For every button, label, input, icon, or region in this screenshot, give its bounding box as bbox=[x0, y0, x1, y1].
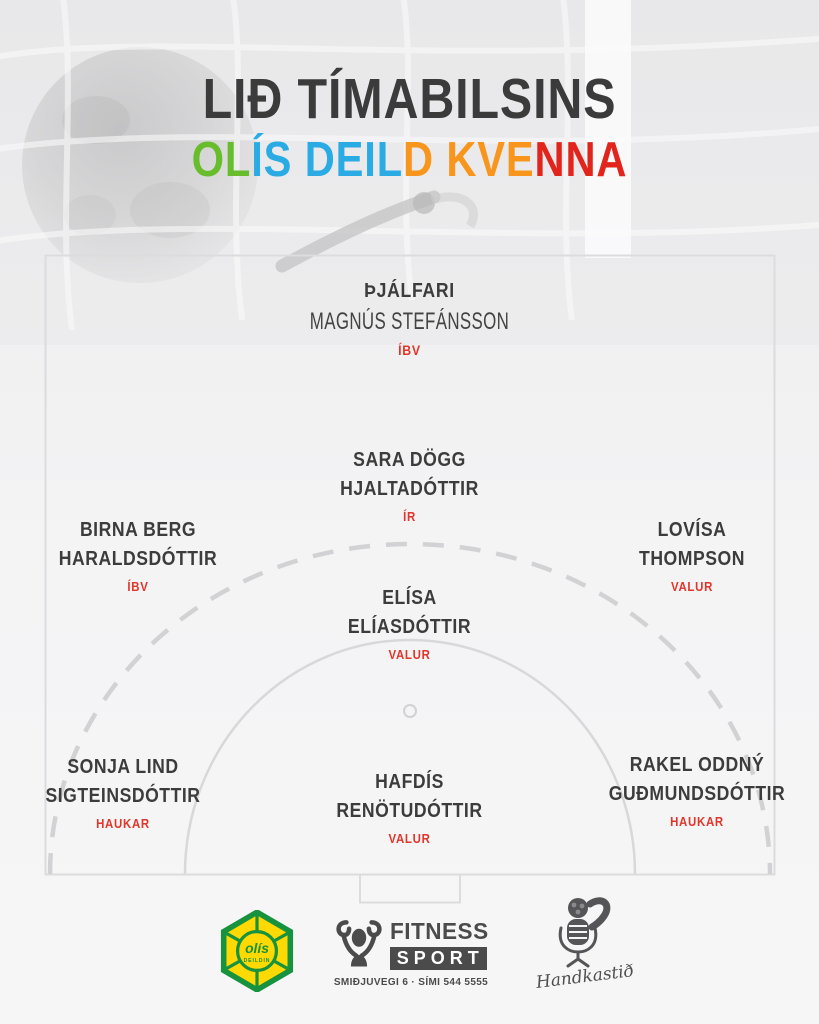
subtitle-letter: Í bbox=[251, 133, 264, 187]
coach-role-label: ÞJÁLFARI bbox=[364, 280, 455, 302]
subtitle-letter: E bbox=[335, 133, 365, 187]
player-right-back: LOVÍSA THOMPSON VALUR bbox=[554, 516, 819, 594]
player-name-line1: ELÍSA bbox=[382, 587, 437, 609]
page-title: LIÐ TÍMABILSINS bbox=[202, 67, 617, 131]
subtitle-letter bbox=[434, 133, 446, 187]
six-metre-line bbox=[183, 638, 637, 875]
subtitle-letter: N bbox=[565, 133, 597, 187]
coach-name: MAGNÚS STEFÁNSSON bbox=[309, 308, 510, 335]
subtitle: OLÍS DEILD KVENNA bbox=[61, 132, 757, 188]
subtitle-letter: N bbox=[534, 133, 566, 187]
player-name-line2: HARALDSDÓTTIR bbox=[58, 548, 218, 570]
subtitle-letter: E bbox=[505, 133, 535, 187]
subtitle-letter: V bbox=[477, 133, 506, 187]
court-lines bbox=[44, 254, 776, 904]
handball-photo bbox=[22, 47, 258, 283]
goal-net-lines bbox=[0, 0, 819, 331]
player-pivot: HAFDÍS RENÖTUDÓTTIR VALUR bbox=[0, 768, 819, 846]
player-name-line1: HAFDÍS bbox=[375, 771, 444, 793]
player-club: HAUKAR bbox=[670, 814, 724, 829]
subtitle-letter: L bbox=[224, 133, 252, 187]
fitness-address: SMIÐJUVEGI 6 · SÍMI 544 5555 bbox=[333, 976, 489, 988]
player-left-wing: SONJA LIND SIGTEINSDÓTTIR HAUKAR bbox=[0, 753, 246, 831]
penalty-mark bbox=[403, 704, 417, 718]
player-name-line2: THOMPSON bbox=[639, 548, 745, 570]
subtitle-letter: L bbox=[376, 133, 403, 187]
player-name-line1: RAKEL ODDNÝ bbox=[629, 754, 765, 776]
olis-hexagon-icon: olís DEILDIN bbox=[220, 908, 294, 994]
player-name-line1: SARA DÖGG bbox=[353, 449, 466, 471]
subtitle-letter: D bbox=[402, 133, 434, 187]
microphone-icon bbox=[558, 897, 611, 968]
player-club: ÍBV bbox=[127, 579, 149, 594]
player-name-line2: ELÍASDÓTTIR bbox=[347, 616, 472, 638]
goal-post-photo bbox=[585, 0, 631, 258]
player-name-line2: RENÖTUDÓTTIR bbox=[336, 800, 483, 822]
sport-wordmark: SPORT bbox=[389, 947, 487, 970]
subtitle-letter: K bbox=[446, 133, 478, 187]
subtitle-letter bbox=[292, 133, 304, 187]
player-name-line1: SONJA LIND bbox=[67, 756, 179, 778]
coach-block: ÞJÁLFARI MAGNÚS STEFÁNSSON ÍBV bbox=[0, 280, 819, 358]
player-club: VALUR bbox=[670, 579, 714, 594]
player-club: VALUR bbox=[388, 831, 431, 846]
player-right-wing: RAKEL ODDNÝ GUÐMUNDSDÓTTIR HAUKAR bbox=[558, 751, 819, 829]
subtitle-letter: I bbox=[364, 133, 377, 187]
subtitle-letter: S bbox=[263, 133, 293, 187]
fitness-sport-logo: FITNESS SPORT SMIÐJUVEGI 6 · SÍMI 544 55… bbox=[326, 917, 496, 988]
subtitle-letter: D bbox=[304, 133, 336, 187]
olis-deildin-logo: olís DEILDIN bbox=[220, 908, 294, 997]
player-club: ÍR bbox=[403, 509, 416, 524]
player-centre: ELÍSA ELÍASDÓTTIR VALUR bbox=[0, 584, 819, 662]
player-name-line1: LOVÍSA bbox=[657, 519, 727, 541]
coach-club: ÍBV bbox=[398, 342, 421, 358]
subtitle-letter: A bbox=[596, 133, 628, 187]
handkastid-logo: Handkastið bbox=[520, 896, 650, 993]
fitness-wordmark: FITNESS bbox=[389, 918, 489, 944]
olis-wordmark: olís bbox=[245, 940, 269, 956]
player-left-back: BIRNA BERG HARALDSDÓTTIR ÍBV bbox=[0, 516, 276, 594]
faded-photo-backdrop bbox=[0, 0, 819, 345]
fitness-figure-icon bbox=[336, 920, 382, 967]
player-club: HAUKAR bbox=[96, 816, 150, 831]
player-playmaker: SARA DÖGG HJALTADÓTTIR ÍR bbox=[0, 446, 819, 524]
subtitle-letter: O bbox=[191, 133, 225, 187]
player-name-line2: GUÐMUNDSDÓTTIR bbox=[608, 783, 786, 805]
player-name-line2: HJALTADÓTTIR bbox=[340, 478, 479, 500]
olis-division-label: DEILDIN bbox=[244, 958, 271, 964]
nine-metre-dashed-line bbox=[47, 541, 773, 875]
player-club: VALUR bbox=[388, 647, 431, 662]
player-name-line2: SIGTEINSDÓTTIR bbox=[45, 785, 201, 807]
player-name-line1: BIRNA BERG bbox=[79, 519, 197, 541]
goal-area-box bbox=[359, 873, 461, 904]
